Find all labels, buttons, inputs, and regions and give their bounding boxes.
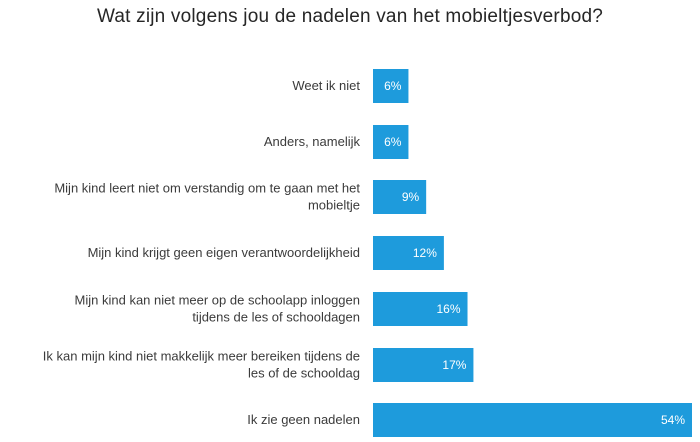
category-label-6: Ik zie geen nadelen: [247, 412, 360, 427]
category-label-2: Mijn kind leert niet om verstandig om te…: [54, 181, 360, 213]
category-label-0: Weet ik niet: [292, 78, 360, 93]
value-label-0: 6%: [384, 79, 402, 93]
bar-5: [373, 348, 474, 382]
category-label-1: Anders, namelijk: [264, 134, 361, 149]
bar-4: [373, 292, 468, 326]
value-label-3: 12%: [413, 246, 437, 260]
category-label-5: Ik kan mijn kind niet makkelijk meer ber…: [43, 349, 360, 381]
chart-marks: 6% Weet ik niet 6% Anders, namelijk 9% Mijn k…: [43, 69, 692, 437]
value-label-1: 6%: [384, 135, 402, 149]
value-label-6: 54%: [661, 413, 685, 427]
value-label-5: 17%: [442, 358, 466, 372]
bar-3: [373, 236, 444, 270]
bar-1: [373, 125, 409, 159]
category-label-4: Mijn kind kan niet meer op de schoolapp …: [75, 293, 360, 325]
bar-0: [373, 69, 409, 103]
category-label-3: Mijn kind krijgt geen eigen verantwoorde…: [88, 245, 360, 260]
value-label-2: 9%: [402, 190, 420, 204]
chart-title: Wat zijn volgens jou de nadelen van het …: [96, 6, 604, 27]
bar-6: [373, 403, 692, 437]
bar-2: [373, 180, 427, 214]
value-label-4: 16%: [436, 302, 460, 316]
